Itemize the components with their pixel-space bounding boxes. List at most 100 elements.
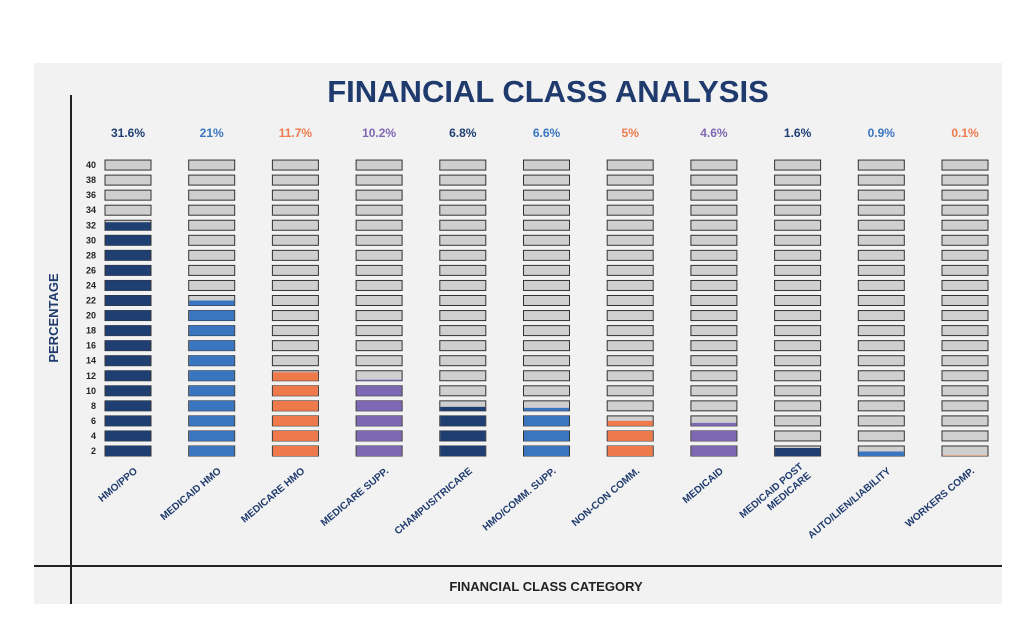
bar-segment-empty [271, 249, 319, 261]
y-tick-label: 2 [91, 446, 96, 456]
bar-segment-empty [941, 189, 989, 201]
bar-segment-empty [271, 325, 319, 337]
value-label: 4.6% [700, 126, 728, 140]
bar-segment-fill [105, 222, 151, 231]
y-tick-label: 38 [86, 175, 96, 185]
category-label: CHAMPUS/TRICARE [393, 466, 475, 537]
category-label: WORKERS COMP. [904, 466, 977, 530]
bar-segment-empty [941, 445, 989, 457]
bar-segment-empty [439, 249, 487, 261]
bar-segment-empty [774, 174, 822, 186]
bar-segment-empty [523, 189, 570, 201]
category-label: MEDICARE HMO [239, 466, 307, 526]
bar-segment-empty [188, 219, 236, 231]
y-tick-label: 6 [91, 416, 96, 426]
bar-segment-empty [774, 219, 822, 231]
bar-segment-empty [523, 355, 570, 367]
bar-segment-empty [439, 279, 487, 291]
bar-segment-empty [606, 400, 654, 412]
bar-segment-empty [941, 400, 989, 412]
y-tick-label: 12 [86, 371, 96, 381]
y-tick-label: 8 [91, 401, 96, 411]
bar-segment-fill [440, 446, 486, 456]
bar-segment-fill [524, 446, 569, 456]
bar-segment-fill [524, 407, 569, 411]
bar-segment-empty [439, 189, 487, 201]
bar-segment-fill [272, 385, 318, 396]
bar-segment-fill [440, 415, 486, 426]
bar-segment-empty [690, 279, 738, 291]
bar-segment-empty [857, 189, 905, 201]
bar-segment-empty [941, 159, 989, 171]
bar-segment-empty [857, 325, 905, 337]
bar-segment-empty [606, 159, 654, 171]
bar-segment-empty [271, 279, 319, 291]
bar-segment-empty [941, 370, 989, 382]
bar-segment-fill [607, 430, 653, 441]
bar-segment-empty [355, 310, 403, 322]
bar-segment-fill [189, 430, 235, 441]
bar-segment-empty [439, 340, 487, 352]
bar-segment-empty [439, 370, 487, 382]
bar-segment-empty [271, 159, 319, 171]
bar-segment-fill [105, 280, 151, 291]
bar-segment-empty [606, 279, 654, 291]
bar-segment-fill [189, 446, 235, 456]
bar-segment-fill [189, 415, 235, 426]
bar-segment-empty [355, 174, 403, 186]
bar-segment-empty [606, 204, 654, 216]
bar-segment-empty [271, 340, 319, 352]
bar-segment-empty [606, 340, 654, 352]
bar-segment-empty [104, 189, 152, 201]
bar-segment-empty [188, 174, 236, 186]
bar-segment-empty [690, 189, 738, 201]
category-label-line: MEDICARE SUPP. [319, 466, 391, 529]
bar-segment-empty [439, 264, 487, 276]
category-label: MEDICAID [681, 466, 726, 506]
bar-segment-empty [941, 219, 989, 231]
y-tick-label: 32 [86, 220, 96, 230]
bar-segment-fill [105, 355, 151, 366]
bar-segment-empty [690, 295, 738, 306]
category-label-line: MEDICAID [681, 466, 726, 506]
value-label: 11.7% [279, 126, 313, 140]
bar-segment-empty [523, 234, 570, 246]
y-tick-label: 26 [86, 265, 96, 275]
bar-segment-empty [355, 355, 403, 367]
bar-segment-fill [272, 430, 318, 441]
bar-segment-empty [355, 234, 403, 246]
bar-segment-empty [690, 325, 738, 337]
category-label: MEDICARE SUPP. [319, 466, 391, 529]
bar-segment-empty [523, 264, 570, 276]
bar-segment-empty [606, 355, 654, 367]
bar-segment-empty [774, 385, 822, 397]
bar-segment-fill [105, 310, 151, 321]
bar-segment-empty [355, 264, 403, 276]
bar-segment-empty [774, 249, 822, 261]
bar-segment-fill [105, 370, 151, 381]
bar-segment-empty [857, 279, 905, 291]
bar-segment-fill [105, 325, 151, 336]
bar-segment-empty [774, 159, 822, 171]
bar-segment-empty [439, 204, 487, 216]
bar-segment-fill [105, 340, 151, 351]
x-axis-label: FINANCIAL CLASS CATEGORY [449, 579, 643, 594]
bar-segment-empty [690, 370, 738, 382]
bar-segment-empty [774, 279, 822, 291]
bar-segment-empty [857, 174, 905, 186]
bar-segment-fill [607, 446, 653, 456]
bar-segment-empty [355, 189, 403, 201]
bar-segment-empty [774, 310, 822, 322]
bar-segment-empty [774, 189, 822, 201]
bar-segment-empty [355, 204, 403, 216]
bar-segment-empty [271, 264, 319, 276]
bar-segment-fill [189, 385, 235, 396]
bar-segment-fill [105, 265, 151, 276]
bar-segment-empty [523, 159, 570, 171]
bar-segment-fill [272, 372, 318, 381]
category-label-line: MEDICARE HMO [239, 466, 307, 526]
bar-segment-empty [523, 219, 570, 231]
bar-segment-fill [189, 310, 235, 321]
bar-segment-empty [439, 355, 487, 367]
bar-segment-empty [606, 310, 654, 322]
